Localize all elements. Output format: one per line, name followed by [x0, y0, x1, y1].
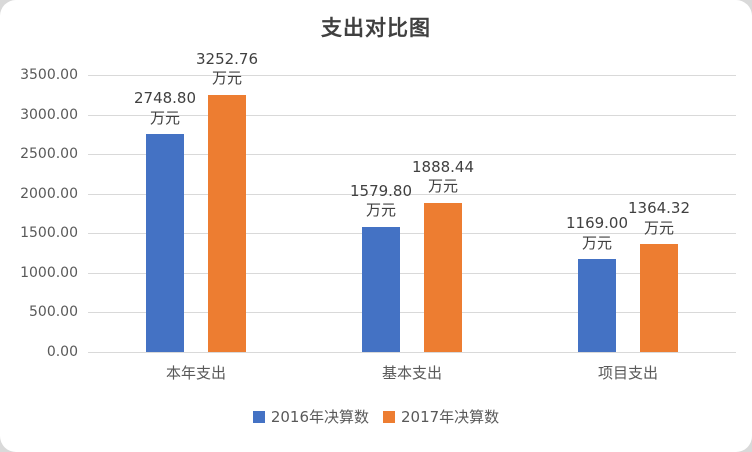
bar-2017年决算数-本年支出 — [208, 94, 246, 352]
x-axis-category-label: 项目支出 — [597, 364, 658, 382]
x-axis: 本年支出 基本支出 项目支出 — [88, 362, 736, 384]
y-axis-tick-label: 1500.00 — [20, 225, 78, 242]
gridline — [88, 114, 736, 116]
data-label: 2748.80 万元 — [133, 89, 197, 127]
legend-item: 2016年决算数 — [252, 406, 369, 427]
x-axis-category-label: 基本支出 — [381, 364, 442, 382]
legend-label: 2016年决算数 — [270, 408, 369, 426]
gridline — [88, 193, 736, 195]
gridline — [88, 272, 736, 274]
gridline — [88, 233, 736, 235]
bar-2016年决算数-本年支出 — [146, 134, 184, 352]
gridline — [88, 352, 736, 353]
gridline — [88, 312, 736, 314]
plot-area: 2748.80 万元 3252.76 万元 1579.80 万元 1888.44 万元 1169… — [88, 50, 736, 353]
y-axis-tick-label: 500.00 — [29, 304, 78, 321]
y-axis: 0.00 500.00 1000.00 1500.00 2000.00 2500.00 30… — [0, 67, 78, 360]
legend-label: 2017年决算数 — [401, 408, 500, 426]
legend-item: 2017年决算数 — [383, 406, 499, 427]
y-axis-tick-label: 1000.00 — [20, 264, 78, 281]
data-label: 1579.80 万元 — [349, 181, 413, 220]
x-axis-category-label: 本年支出 — [165, 364, 226, 382]
data-label: 1364.32 万元 — [627, 199, 691, 237]
y-axis-tick-label: 0.00 — [46, 344, 78, 360]
chart-title: 支出对比图 — [321, 16, 431, 40]
legend-swatch-2016 — [252, 410, 265, 423]
legend: 2016年决算数 2017年决算数 — [0, 406, 752, 427]
gridline — [88, 75, 736, 76]
y-axis-tick-label: 3500.00 — [20, 67, 78, 83]
data-label: 1888.44 万元 — [411, 157, 475, 196]
y-axis-tick-label: 2000.00 — [20, 185, 78, 202]
y-axis-tick-label: 3000.00 — [20, 106, 78, 123]
bar-2017年决算数-基本支出 — [424, 202, 462, 352]
bar-2016年决算数-基本支出 — [362, 226, 400, 352]
legend-swatch-2017 — [383, 410, 395, 423]
data-label: 1169.00 万元 — [565, 214, 629, 252]
bar-2016年决算数-项目支出 — [578, 259, 616, 352]
data-label: 3252.76 万元 — [195, 49, 259, 88]
gridline — [88, 154, 736, 156]
y-axis-tick-label: 2500.00 — [20, 146, 78, 163]
bar-2017年决算数-项目支出 — [640, 244, 678, 352]
